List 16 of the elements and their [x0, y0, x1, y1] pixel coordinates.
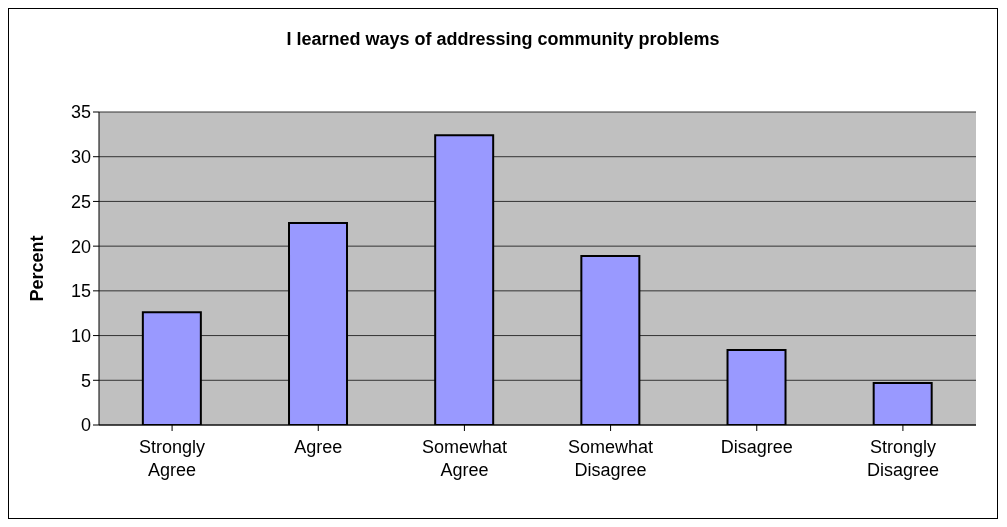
x-tick-label: Somewhat Disagree [568, 437, 654, 480]
y-tick-label: 20 [70, 236, 91, 257]
y-tick-label: 30 [70, 147, 91, 168]
x-tick-label: Disagree [720, 437, 793, 457]
x-tick-label: Strongly Agree [139, 437, 206, 480]
y-axis-title: Percent [27, 235, 48, 302]
y-tick-label: 0 [80, 415, 91, 436]
chart-title: I learned ways of addressing community problems [285, 29, 721, 50]
y-tick-label: 35 [70, 102, 91, 123]
x-tick-label: Somewhat Agree [421, 437, 507, 480]
x-tick-label: Agree [294, 437, 343, 457]
x-tick-label: Strongly Disagree [866, 437, 939, 480]
y-tick-label: 10 [70, 325, 91, 346]
y-tick-label: 15 [70, 281, 91, 302]
y-tick-label: 5 [80, 370, 91, 391]
y-tick-label: 25 [70, 191, 91, 212]
